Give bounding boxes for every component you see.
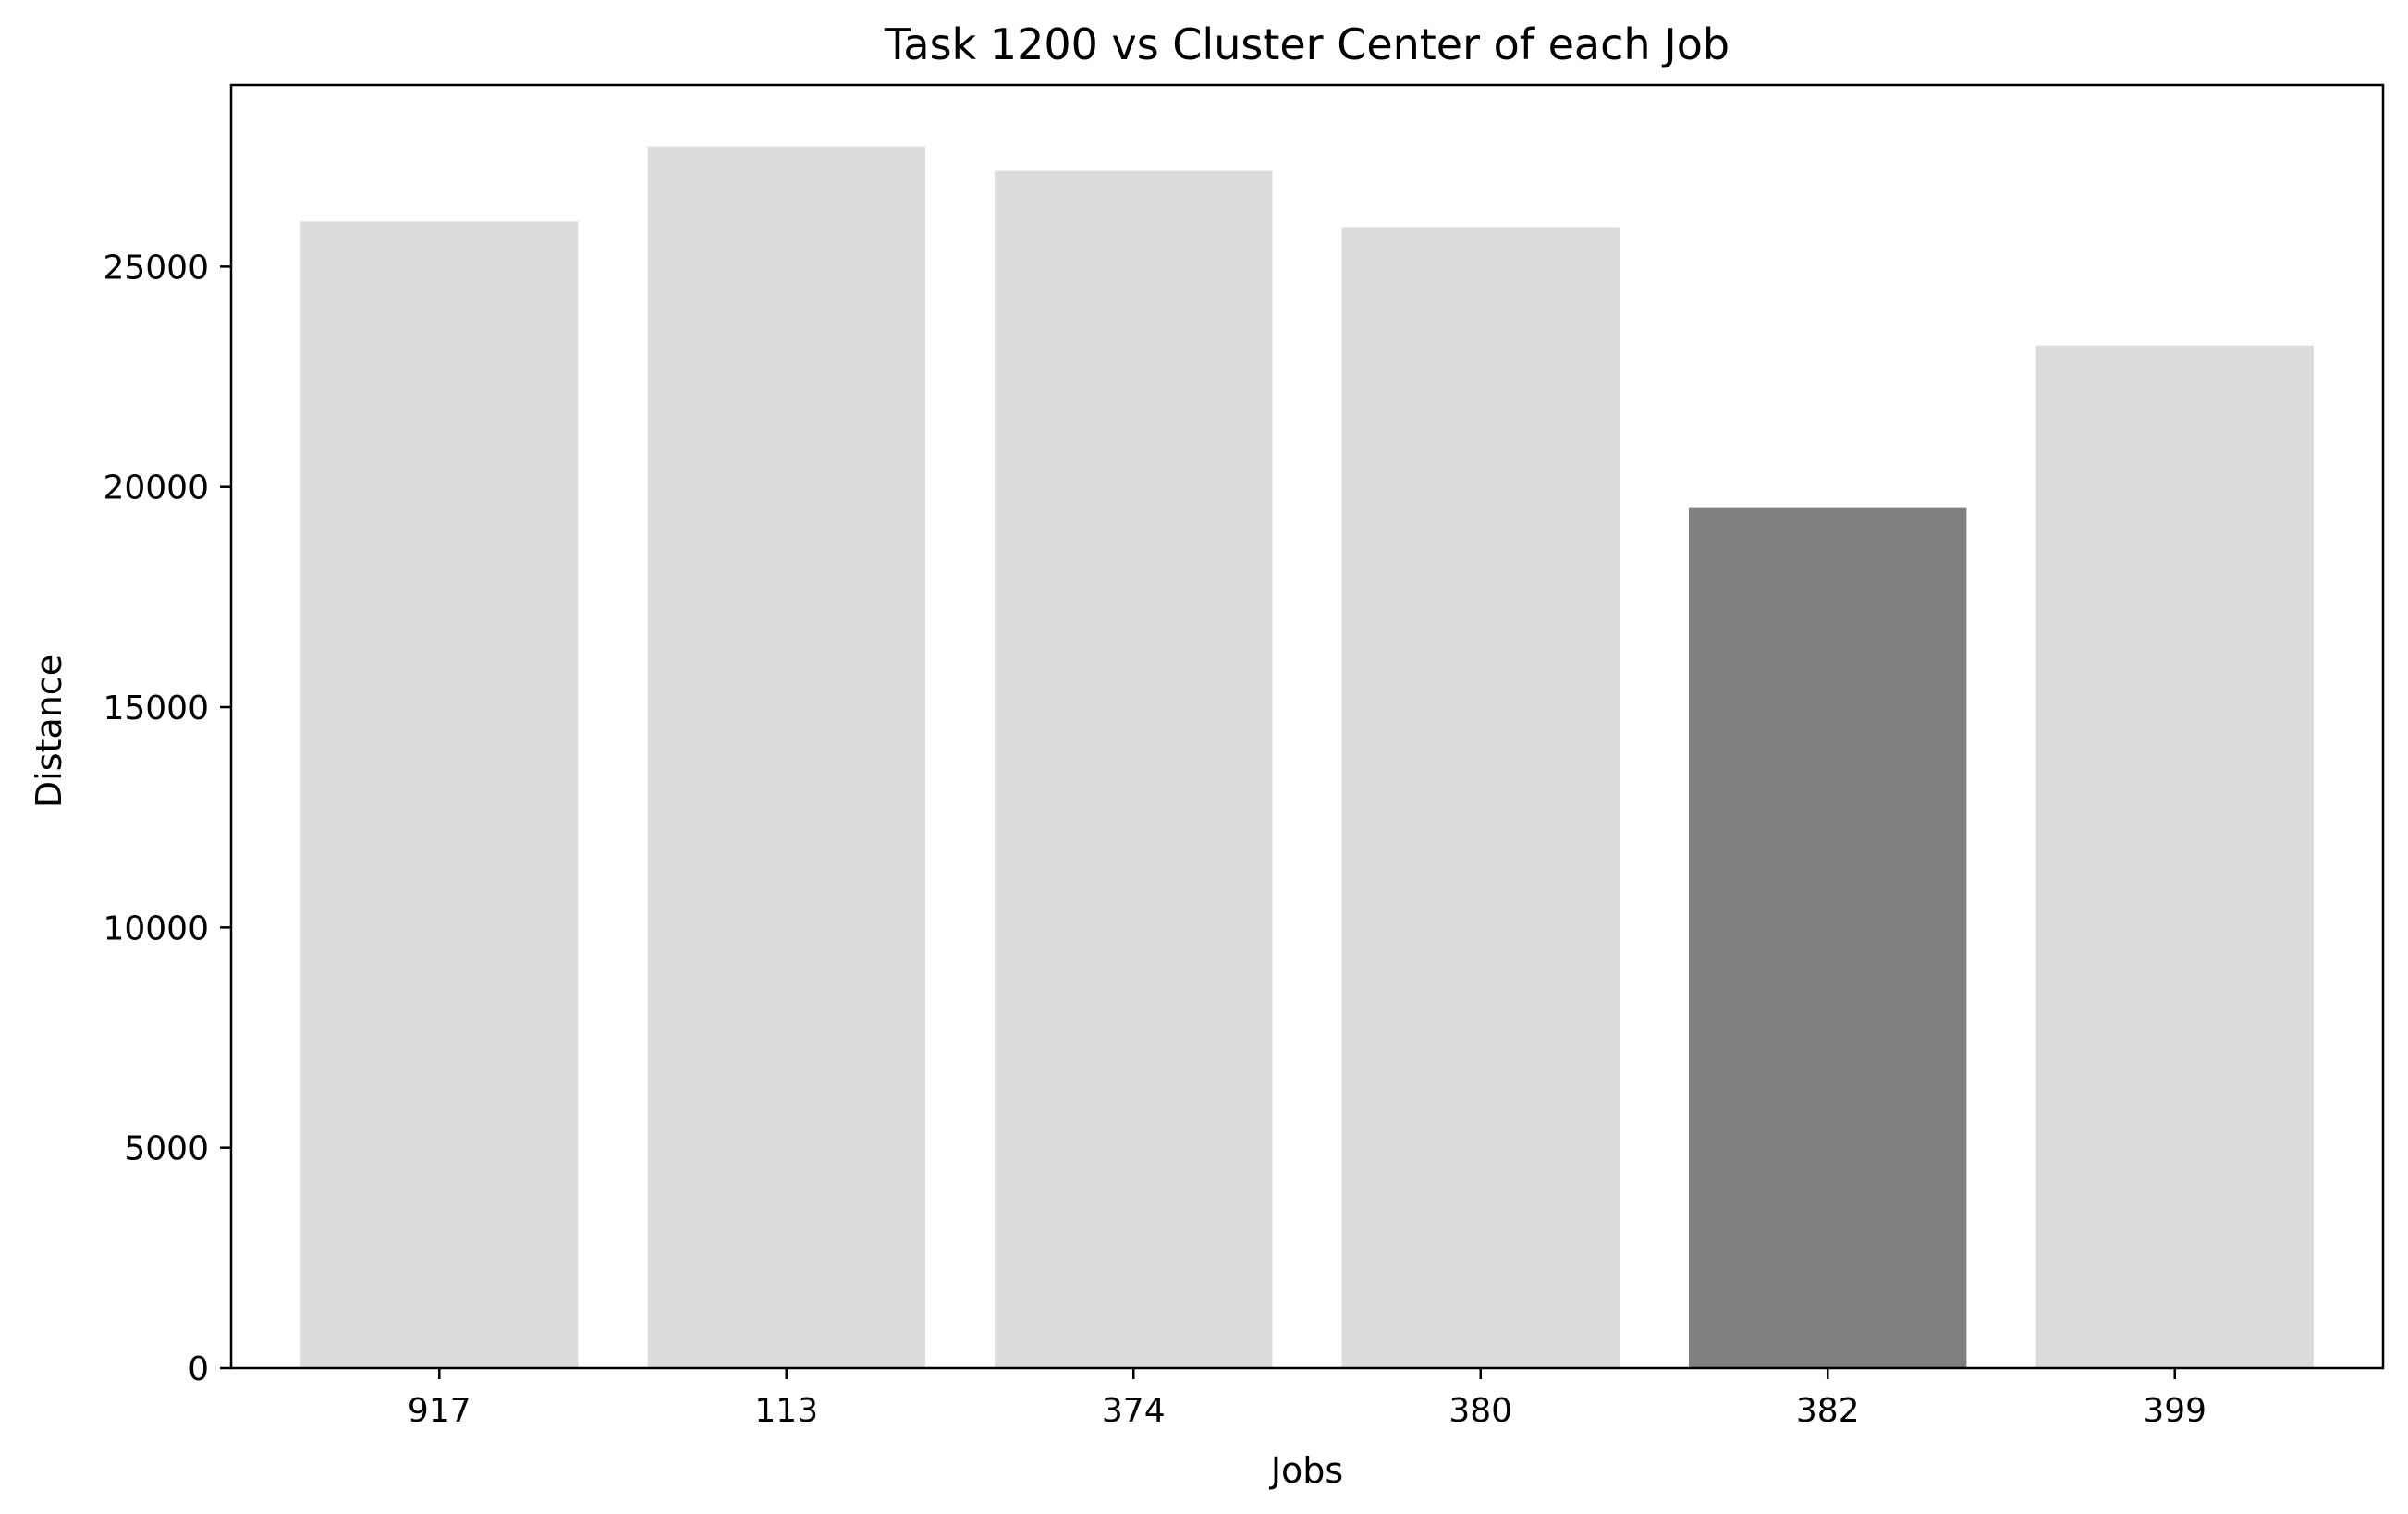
x-tick-label: 374: [1102, 1392, 1166, 1430]
y-axis-label: Distance: [29, 654, 69, 808]
x-tick-label: 917: [408, 1392, 471, 1430]
x-tick-label: 380: [1448, 1392, 1512, 1430]
bar-917: [300, 221, 579, 1368]
bar-380: [1341, 227, 1620, 1368]
bar-113: [647, 146, 925, 1369]
y-tick-label: 0: [188, 1350, 209, 1388]
bar-382: [1689, 507, 1967, 1368]
chart-title: Task 1200 vs Cluster Center of each Job: [884, 19, 1730, 69]
bar-399: [2035, 345, 2314, 1369]
x-tick-label: 399: [2143, 1392, 2206, 1430]
y-tick-label: 20000: [103, 470, 209, 507]
y-tick-label: 5000: [124, 1130, 209, 1168]
bars-group: [300, 146, 2314, 1369]
x-tick-label: 113: [754, 1392, 818, 1430]
plot-frame: [229, 83, 2385, 1370]
y-tick-label: 15000: [103, 690, 209, 727]
x-axis-label: Jobs: [1269, 1450, 1343, 1491]
y-tick-label: 10000: [103, 910, 209, 947]
x-tick-label: 382: [1796, 1392, 1860, 1430]
bar-374: [995, 170, 1273, 1368]
ticks-group: 917 113 374 380 382 399 0 5000 10000 15000 20000 25…: [103, 249, 2206, 1430]
y-tick-label: 25000: [103, 249, 209, 287]
